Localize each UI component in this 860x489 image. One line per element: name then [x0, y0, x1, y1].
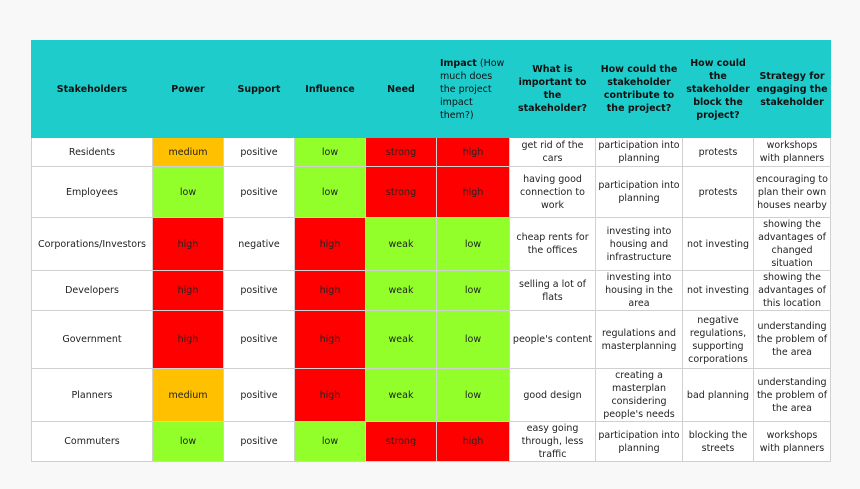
- table-row: Planners medium positive high weak low good de…: [31, 368, 831, 422]
- cell-support: positive: [223, 270, 295, 311]
- table-row: Employees low positive low strong high having …: [31, 166, 831, 218]
- cell-influence: high: [294, 368, 366, 422]
- cell-name: Residents: [31, 137, 153, 167]
- cell-contribute: investing into housing in the area: [595, 270, 683, 311]
- cell-strategy: understanding the problem of the area: [753, 368, 831, 422]
- cell-important: having good connection to work: [509, 166, 596, 218]
- cell-impact: low: [436, 270, 510, 311]
- cell-contribute: participation into planning: [595, 166, 683, 218]
- cell-contribute: regulations and masterplanning: [595, 310, 683, 369]
- cell-impact: high: [436, 421, 510, 462]
- cell-important: get rid of the cars: [509, 137, 596, 167]
- cell-power: medium: [152, 368, 224, 422]
- cell-power: high: [152, 217, 224, 271]
- cell-influence: high: [294, 217, 366, 271]
- cell-influence: low: [294, 166, 366, 218]
- cell-need: strong: [365, 137, 437, 167]
- header-important: What is important to the stakeholder?: [509, 40, 596, 138]
- cell-strategy: workshops with planners: [753, 421, 831, 462]
- table-header: Stakeholders Power Support Influence Nee…: [31, 40, 831, 138]
- cell-influence: low: [294, 137, 366, 167]
- cell-impact: low: [436, 368, 510, 422]
- cell-important: good design: [509, 368, 596, 422]
- header-need: Need: [365, 40, 437, 138]
- table-row: Developers high positive high weak low selling…: [31, 270, 831, 311]
- cell-support: negative: [223, 217, 295, 271]
- header-impact: Impact (How much does the project impact…: [436, 40, 510, 138]
- cell-block: bad planning: [682, 368, 754, 422]
- cell-influence: high: [294, 310, 366, 369]
- cell-power: low: [152, 166, 224, 218]
- header-support: Support: [223, 40, 295, 138]
- cell-support: positive: [223, 368, 295, 422]
- cell-contribute: participation into planning: [595, 137, 683, 167]
- cell-power: low: [152, 421, 224, 462]
- cell-strategy: showing the advantages of this location: [753, 270, 831, 311]
- cell-support: positive: [223, 310, 295, 369]
- cell-power: high: [152, 270, 224, 311]
- cell-name: Developers: [31, 270, 153, 311]
- header-block: How could the stakeholder block the proj…: [682, 40, 754, 138]
- cell-important: easy going through, less traffic: [509, 421, 596, 462]
- cell-block: blocking the streets: [682, 421, 754, 462]
- header-impact-note: (How much does the project impact them?): [440, 57, 505, 121]
- cell-strategy: encouraging to plan their own houses nea…: [753, 166, 831, 218]
- cell-impact: high: [436, 137, 510, 167]
- cell-contribute: creating a masterplan considering people…: [595, 368, 683, 422]
- cell-support: positive: [223, 166, 295, 218]
- cell-impact: low: [436, 310, 510, 369]
- cell-block: protests: [682, 166, 754, 218]
- cell-impact: low: [436, 217, 510, 271]
- header-influence: Influence: [294, 40, 366, 138]
- cell-important: cheap rents for the offices: [509, 217, 596, 271]
- header-strategy: Strategy for engaging the stakeholder: [753, 40, 831, 138]
- cell-need: weak: [365, 368, 437, 422]
- cell-power: high: [152, 310, 224, 369]
- cell-support: positive: [223, 421, 295, 462]
- cell-influence: low: [294, 421, 366, 462]
- cell-block: protests: [682, 137, 754, 167]
- header-stakeholders: Stakeholders: [31, 40, 153, 138]
- table-row: Corporations/Investors high negative high we…: [31, 217, 831, 271]
- header-row: Stakeholders Power Support Influence Nee…: [31, 40, 831, 138]
- cell-name: Commuters: [31, 421, 153, 462]
- cell-block: negative regulations, supporting corpora…: [682, 310, 754, 369]
- cell-contribute: participation into planning: [595, 421, 683, 462]
- cell-block: not investing: [682, 270, 754, 311]
- cell-strategy: workshops with planners: [753, 137, 831, 167]
- cell-important: selling a lot of flats: [509, 270, 596, 311]
- cell-name: Corporations/Investors: [31, 217, 153, 271]
- cell-need: weak: [365, 310, 437, 369]
- cell-influence: high: [294, 270, 366, 311]
- cell-strategy: showing the advantages of changed situat…: [753, 217, 831, 271]
- cell-need: weak: [365, 270, 437, 311]
- table-body: Residents medium positive low strong high get …: [31, 137, 831, 462]
- header-power: Power: [152, 40, 224, 138]
- table-row: Government high positive high weak low people'…: [31, 310, 831, 369]
- cell-block: not investing: [682, 217, 754, 271]
- cell-strategy: understanding the problem of the area: [753, 310, 831, 369]
- table-row: Commuters low positive low strong high easy go…: [31, 421, 831, 462]
- header-impact-title: Impact: [440, 57, 477, 69]
- header-contribute: How could the stakeholder contribute to …: [595, 40, 683, 138]
- cell-important: people's content: [509, 310, 596, 369]
- cell-power: medium: [152, 137, 224, 167]
- table-row: Residents medium positive low strong high get …: [31, 137, 831, 167]
- cell-need: weak: [365, 217, 437, 271]
- cell-support: positive: [223, 137, 295, 167]
- stakeholder-table: Stakeholders Power Support Influence Nee…: [31, 40, 831, 462]
- cell-need: strong: [365, 166, 437, 218]
- cell-contribute: investing into housing and infrastructur…: [595, 217, 683, 271]
- cell-need: strong: [365, 421, 437, 462]
- cell-impact: high: [436, 166, 510, 218]
- cell-name: Planners: [31, 368, 153, 422]
- cell-name: Employees: [31, 166, 153, 218]
- cell-name: Government: [31, 310, 153, 369]
